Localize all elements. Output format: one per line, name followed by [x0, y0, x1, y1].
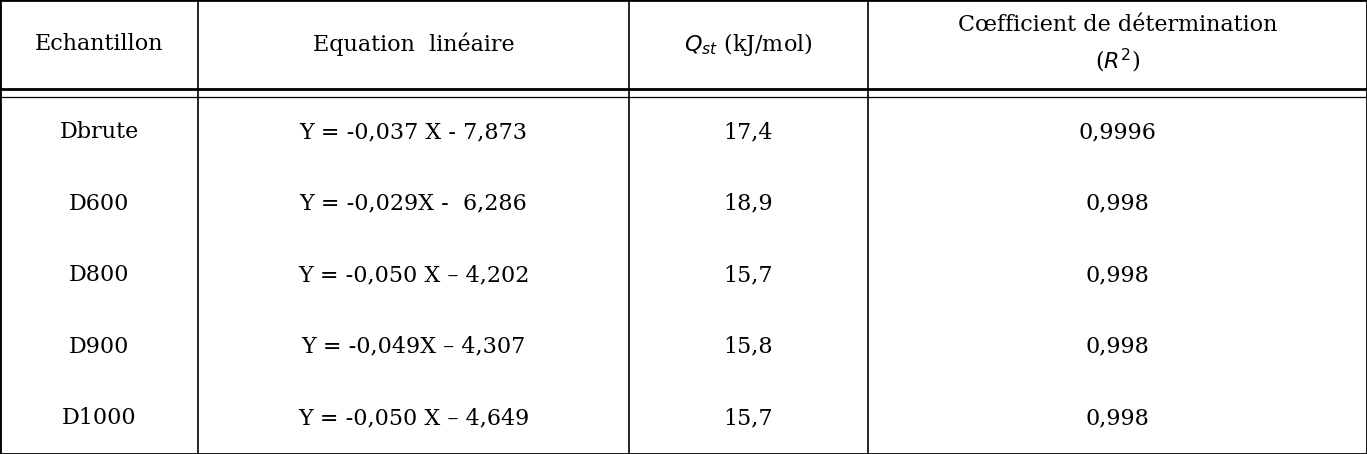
Text: Y = -0,050 X – 4,649: Y = -0,050 X – 4,649 — [298, 407, 529, 429]
Text: Echantillon: Echantillon — [34, 33, 164, 55]
Text: D600: D600 — [68, 193, 130, 215]
Text: 15,7: 15,7 — [723, 264, 774, 286]
Text: Cœfficient de détermination
($R^{2}$): Cœfficient de détermination ($R^{2}$) — [958, 14, 1277, 75]
Text: Y = -0,037 X - 7,873: Y = -0,037 X - 7,873 — [299, 121, 528, 143]
Text: Equation  linéaire: Equation linéaire — [313, 33, 514, 56]
Text: Y = -0,049X – 4,307: Y = -0,049X – 4,307 — [301, 336, 526, 358]
Text: 0,998: 0,998 — [1085, 264, 1150, 286]
Text: Y = -0,050 X – 4,202: Y = -0,050 X – 4,202 — [298, 264, 529, 286]
Text: D800: D800 — [68, 264, 130, 286]
Text: 18,9: 18,9 — [723, 193, 774, 215]
Text: 15,8: 15,8 — [723, 336, 774, 358]
Text: D900: D900 — [68, 336, 130, 358]
Text: 0,9996: 0,9996 — [1079, 121, 1156, 143]
Text: D1000: D1000 — [62, 407, 137, 429]
Text: 17,4: 17,4 — [723, 121, 774, 143]
Text: 0,998: 0,998 — [1085, 407, 1150, 429]
Text: 0,998: 0,998 — [1085, 336, 1150, 358]
Text: 15,7: 15,7 — [723, 407, 774, 429]
Text: $Q_{st}$ (kJ/mol): $Q_{st}$ (kJ/mol) — [684, 31, 813, 58]
Text: 0,998: 0,998 — [1085, 193, 1150, 215]
Text: Dbrute: Dbrute — [60, 121, 138, 143]
Text: Y = -0,029X -  6,286: Y = -0,029X - 6,286 — [299, 193, 528, 215]
